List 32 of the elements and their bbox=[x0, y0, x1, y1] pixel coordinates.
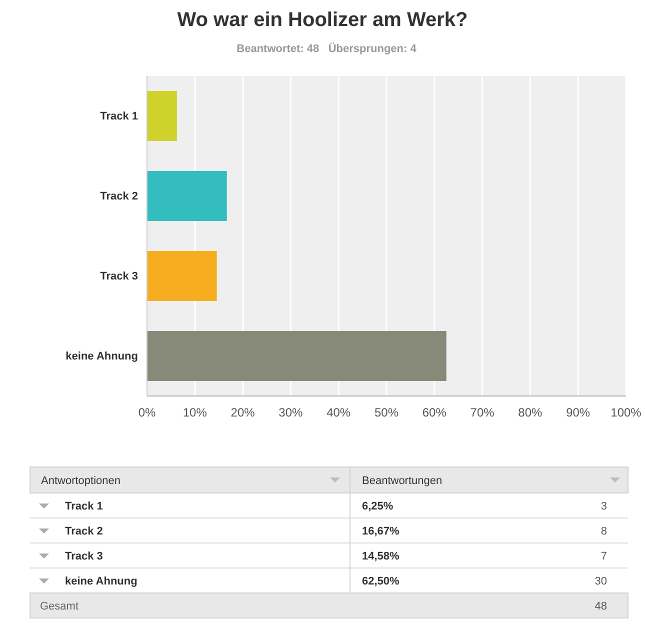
text: 48 bbox=[594, 600, 607, 612]
text: Gesamt bbox=[40, 600, 79, 612]
x-tick-label: 50% bbox=[374, 406, 399, 420]
text: Antwortoptionen bbox=[41, 475, 120, 487]
x-tick-label: 80% bbox=[518, 406, 543, 420]
category-label: Track 1 bbox=[65, 500, 103, 512]
text: 62,50% bbox=[362, 576, 400, 588]
text: 16,67% bbox=[362, 526, 400, 538]
y-tick-label: Track 2 bbox=[100, 190, 138, 203]
category-label: Track 3 bbox=[65, 550, 103, 562]
text: 30 bbox=[594, 576, 607, 588]
chart-title: Wo war ein Hoolizer am Werk? bbox=[177, 9, 468, 31]
text: 14,58% bbox=[362, 550, 400, 562]
y-tick-label: keine Ahnung bbox=[66, 350, 138, 363]
text: 6,25% bbox=[362, 500, 394, 512]
y-tick-label: Track 3 bbox=[100, 270, 138, 283]
x-tick-label: 0% bbox=[138, 406, 156, 420]
x-tick-label: 100% bbox=[610, 406, 642, 420]
category-label: Track 2 bbox=[65, 526, 103, 538]
x-tick-label: 40% bbox=[326, 406, 351, 420]
chart-subtitle: Beantwortet: 48 Übersprungen: 4 bbox=[236, 42, 418, 55]
text: 7 bbox=[600, 550, 607, 562]
x-tick-label: 10% bbox=[182, 406, 208, 420]
text: 8 bbox=[600, 526, 607, 538]
x-tick-label: 70% bbox=[470, 406, 495, 420]
y-tick-label: Track 1 bbox=[100, 110, 138, 123]
x-tick-label: 60% bbox=[422, 406, 447, 420]
x-tick-label: 30% bbox=[278, 406, 304, 420]
x-tick-label: 90% bbox=[566, 406, 590, 420]
text: 3 bbox=[600, 500, 607, 512]
x-tick-label: 20% bbox=[230, 406, 256, 420]
text: Beantwortungen bbox=[362, 475, 442, 487]
